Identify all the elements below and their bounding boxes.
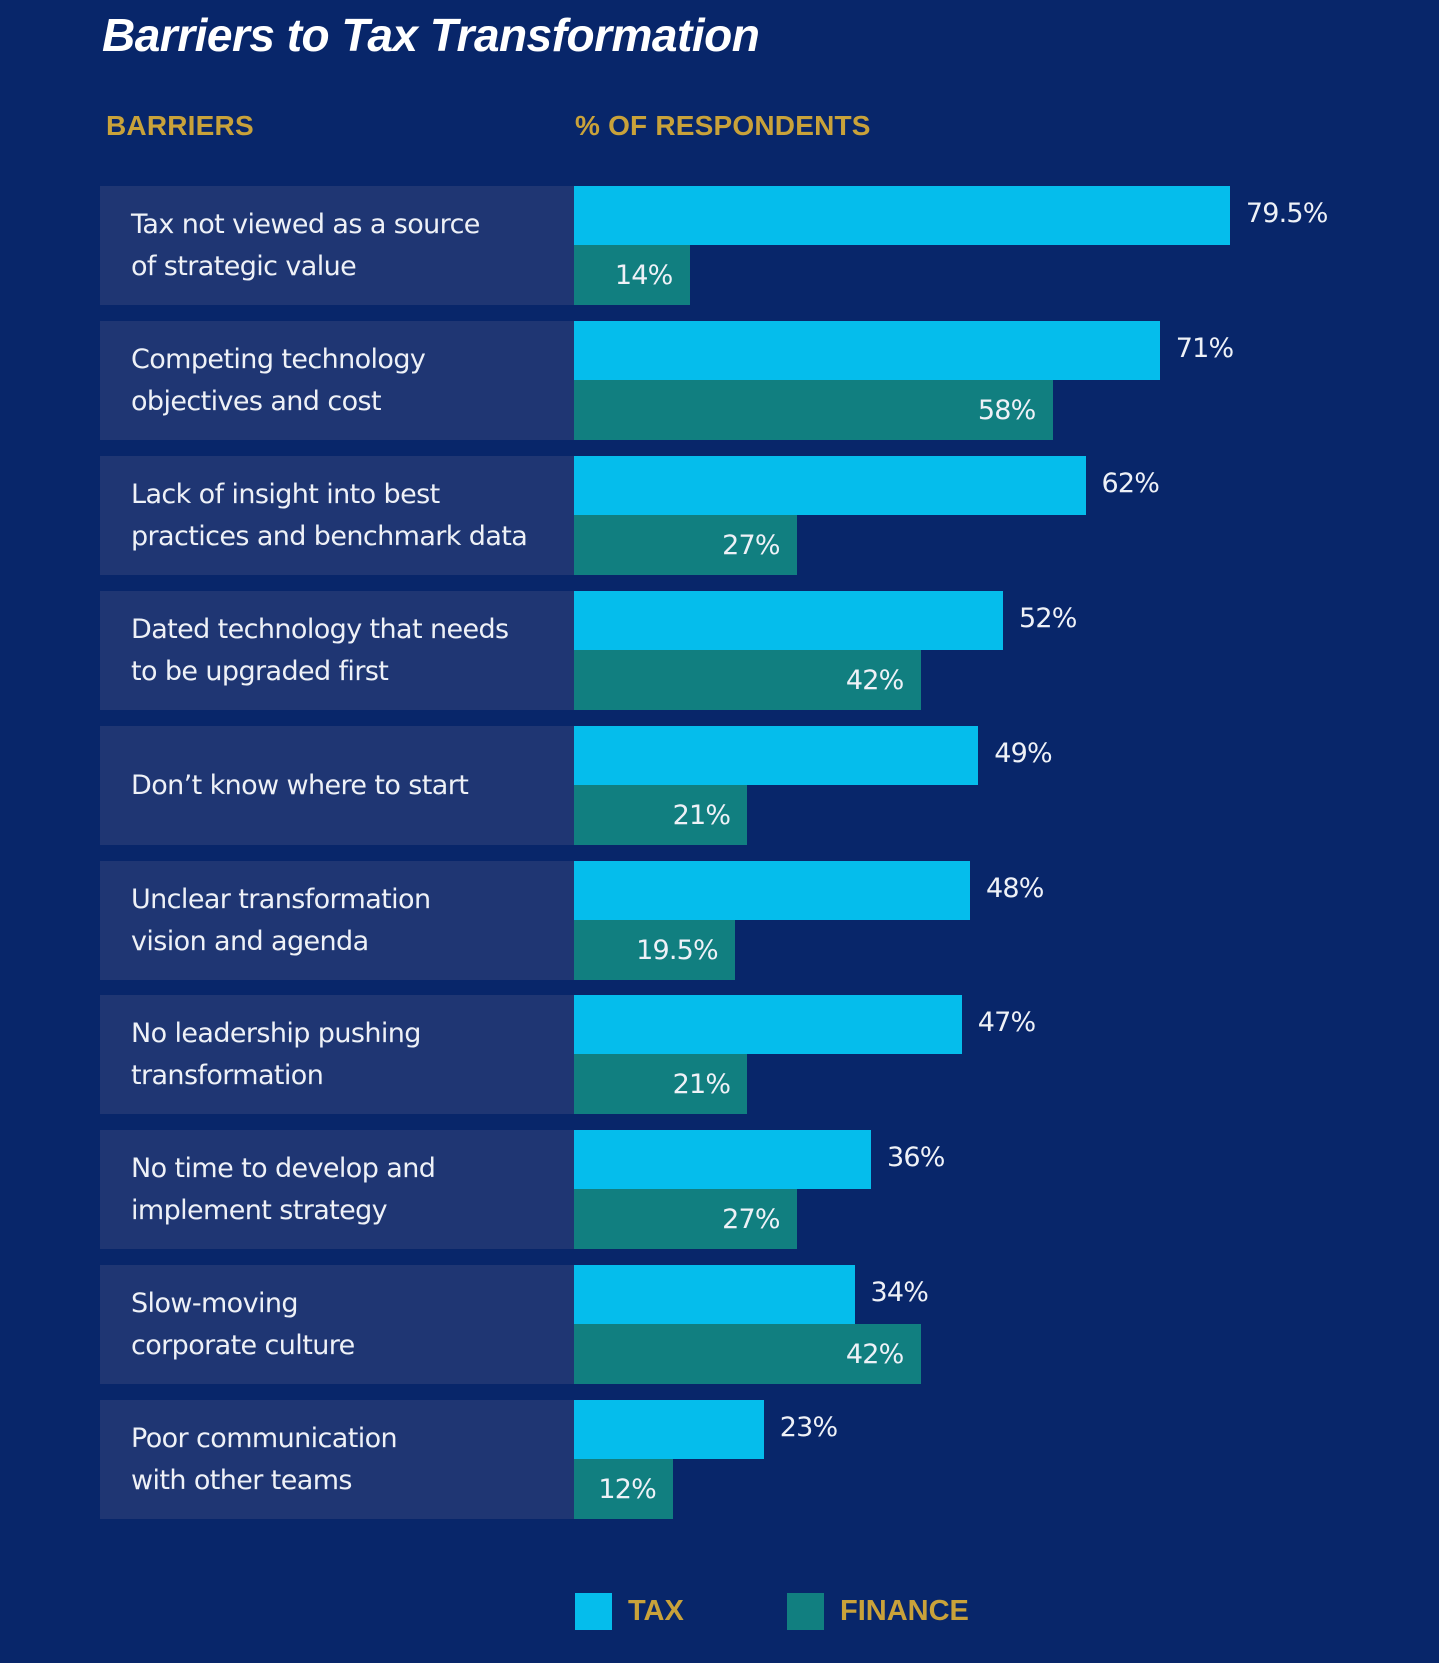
bar-finance	[574, 380, 1053, 440]
category-panel: Competing technology objectives and cost	[100, 321, 574, 440]
category-panel: Lack of insight into best practices and …	[100, 456, 574, 575]
data-label-finance: 14%	[614, 260, 673, 291]
data-label-tax: 34%	[870, 1277, 929, 1308]
category-panel: No leadership pushing transformation	[100, 995, 574, 1114]
data-label-finance: 19.5%	[636, 935, 719, 966]
category-label: Slow-moving corporate culture	[131, 1287, 355, 1361]
legend-swatch-finance	[787, 1593, 824, 1630]
bar-finance	[574, 1324, 921, 1384]
data-label-finance: 12%	[598, 1474, 656, 1505]
legend-label-finance: FINANCE	[840, 1595, 969, 1627]
bar-tax	[574, 591, 1003, 650]
data-label-finance: 27%	[722, 530, 780, 561]
data-label-tax: 23%	[779, 1412, 838, 1443]
category-panel: Don’t know where to start	[100, 726, 574, 845]
category-panel: Poor communication with other teams	[100, 1400, 574, 1519]
legend-swatch-tax	[575, 1593, 612, 1630]
bar-tax	[574, 726, 979, 785]
category-label: Don’t know where to start	[131, 769, 469, 801]
bar-finance	[574, 1189, 797, 1249]
respondents-column-header: % OF RESPONDENTS	[575, 110, 871, 141]
data-label-tax: 79.5%	[1245, 198, 1329, 229]
category-panel: Tax not viewed as a source of strategic …	[100, 186, 574, 305]
bar-tax	[574, 186, 1230, 245]
category-label: Competing technology objectives and cost	[131, 343, 426, 417]
data-label-finance: 58%	[977, 395, 1036, 426]
category-label: Unclear transformation vision and agenda	[131, 883, 431, 957]
bar-tax	[574, 1130, 871, 1189]
chart-title: Barriers to Tax Transformation	[102, 9, 760, 61]
bar-tax	[574, 861, 970, 920]
bar-tax	[574, 1265, 855, 1324]
bar-tax	[574, 321, 1160, 380]
data-label-finance: 42%	[845, 665, 904, 696]
data-label-tax: 47%	[977, 1007, 1036, 1038]
barriers-column-header: BARRIERS	[106, 110, 254, 141]
bar-tax	[574, 995, 962, 1054]
bar-finance	[574, 650, 921, 710]
category-panel: Slow-moving corporate culture	[100, 1265, 574, 1384]
category-label: No leadership pushing transformation	[131, 1017, 421, 1091]
data-label-finance: 21%	[672, 800, 731, 831]
bar-finance	[574, 515, 797, 575]
data-label-finance: 21%	[672, 1069, 731, 1100]
bar-finance	[574, 785, 748, 845]
bar-finance	[574, 1459, 673, 1519]
category-panel: Dated technology that needs to be upgrad…	[100, 591, 574, 710]
category-label: Tax not viewed as a source of strategic …	[131, 208, 480, 282]
category-panel: No time to develop and implement strateg…	[100, 1130, 574, 1249]
data-label-tax: 52%	[1019, 603, 1077, 634]
category-label: Lack of insight into best practices and …	[131, 478, 528, 552]
data-label-tax: 49%	[994, 738, 1052, 769]
data-label-finance: 42%	[845, 1339, 904, 1370]
bar-tax	[574, 456, 1086, 515]
category-label: Poor communication with other teams	[131, 1422, 398, 1496]
data-label-finance: 27%	[722, 1204, 780, 1235]
category-label: No time to develop and implement strateg…	[131, 1152, 436, 1226]
bar-finance	[574, 920, 735, 980]
category-label: Dated technology that needs to be upgrad…	[131, 613, 509, 687]
bar-tax	[574, 1400, 764, 1459]
legend-label-tax: TAX	[628, 1595, 684, 1627]
category-panel: Unclear transformation vision and agenda	[100, 861, 574, 980]
bar-finance	[574, 245, 690, 305]
data-label-tax: 36%	[887, 1142, 945, 1173]
data-label-tax: 62%	[1101, 468, 1160, 499]
data-label-tax: 48%	[986, 873, 1044, 904]
bar-finance	[574, 1054, 748, 1114]
data-label-tax: 71%	[1175, 333, 1234, 364]
